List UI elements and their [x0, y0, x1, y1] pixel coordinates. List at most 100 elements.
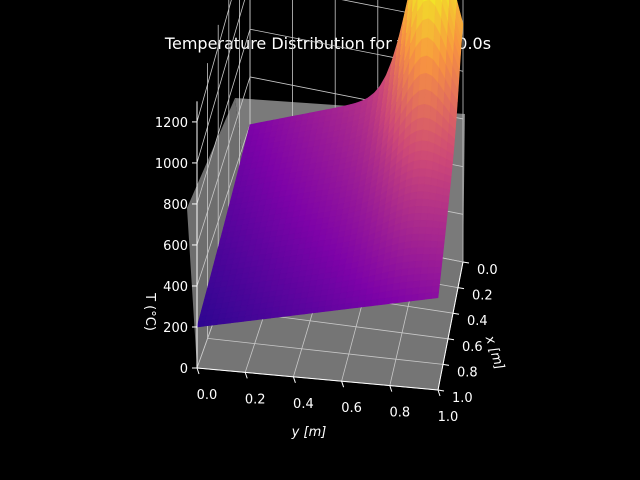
x-tick-mark — [457, 287, 465, 290]
surface-facet — [424, 167, 433, 178]
left-wall-grid-line — [196, 76, 251, 246]
surface-facet — [414, 260, 423, 268]
surface-facet — [424, 233, 433, 241]
x-tick-label: 0.2 — [472, 289, 493, 304]
left-wall-grid-line — [196, 0, 232, 123]
surface-facet — [410, 240, 419, 248]
y-tick-mark — [292, 376, 296, 383]
surface-facet — [427, 205, 436, 215]
y-axis-label: y [m] — [291, 425, 327, 440]
surface-facet — [421, 128, 430, 142]
x-tick-mark — [437, 389, 445, 392]
surface-facet — [424, 175, 432, 186]
surface-facet — [433, 266, 442, 274]
surface-facet — [438, 221, 447, 230]
surface-facet — [415, 253, 424, 262]
y-tick-label: 1.0 — [438, 410, 459, 425]
surface-facet — [400, 267, 409, 277]
z-tick-label: 0 — [180, 362, 188, 377]
surface-facet — [410, 293, 420, 302]
surface-facet — [409, 246, 418, 255]
surface-facet — [412, 226, 421, 235]
x-tick-label: 0.8 — [457, 365, 478, 380]
surface-facet — [413, 212, 422, 221]
surface-facet — [407, 0, 411, 9]
y-axis-line — [196, 367, 439, 391]
surface-facet — [416, 246, 425, 255]
x-tick-label: 0.6 — [462, 340, 483, 355]
left-wall-grid-line — [196, 29, 251, 205]
surface-facet — [418, 226, 427, 234]
surface-facet — [421, 260, 430, 268]
surface-facet — [437, 234, 446, 242]
surface-facet — [431, 226, 440, 235]
surface-facet — [406, 273, 415, 283]
surface-facet — [402, 0, 409, 25]
left-wall-grid-line — [196, 124, 251, 287]
surface-facet — [425, 226, 434, 235]
surface-facet — [421, 139, 429, 152]
surface-facet — [436, 240, 445, 249]
surface-facet — [430, 233, 439, 242]
z-tick-label: 800 — [163, 198, 188, 213]
surface-facet — [411, 286, 420, 295]
x-axis-line — [437, 261, 464, 391]
surface-facet — [399, 281, 408, 290]
x-tick-label: 1.0 — [452, 391, 473, 406]
surface-facet — [397, 294, 406, 303]
surface-facet — [422, 116, 431, 131]
surface-facet — [417, 240, 426, 248]
y-tick-mark — [389, 385, 393, 392]
left-wall-grid-line — [196, 0, 246, 164]
surface-facet — [427, 266, 436, 274]
surface-facet — [429, 246, 438, 255]
surface-facet — [417, 292, 426, 301]
surface-facet — [424, 88, 432, 106]
z-axis-label: T (°C) — [142, 292, 157, 331]
surface-facet — [416, 190, 425, 199]
surface-facet — [423, 239, 432, 248]
z-tick-label: 1000 — [155, 157, 188, 172]
surface-facet — [435, 247, 444, 255]
surface-facet — [434, 260, 443, 268]
surface-facet — [428, 253, 437, 261]
surface-facet — [421, 205, 429, 214]
surface-facet — [424, 291, 433, 300]
surface-facet — [415, 198, 424, 207]
surface-facet — [430, 291, 440, 299]
surface-facet — [420, 149, 428, 161]
surface-facet — [408, 260, 417, 269]
x-tick-label: 0.4 — [467, 314, 488, 329]
surface-facet — [418, 167, 427, 177]
x-tick-label: 0.0 — [477, 263, 498, 278]
surface-facet — [425, 279, 434, 287]
surface-facet — [432, 278, 441, 287]
y-tick-mark — [437, 389, 441, 397]
surface-facet — [417, 175, 426, 185]
surface-facet — [419, 219, 428, 228]
surface-facet — [414, 266, 423, 275]
surface-facet — [407, 267, 416, 276]
surface-facet — [425, 219, 434, 228]
z-tick-label: 600 — [163, 239, 188, 254]
surface-facet — [419, 273, 428, 281]
surface-facet — [423, 0, 429, 2]
surface-facet — [423, 183, 432, 193]
surface-facet — [456, 1, 464, 32]
surface-facet — [422, 246, 431, 255]
axes: 0.0 0.2 0.4 0.6 0.8 1.0 0.0 0.2 0.4 0.6 0.8 1.0 0 200… — [155, 101, 498, 425]
surface-facet — [423, 103, 432, 119]
surface-facet — [409, 253, 418, 262]
surface-facet — [419, 159, 428, 169]
temperature-surface — [196, 0, 464, 328]
surface-facet — [422, 253, 431, 261]
surface-facet — [406, 0, 413, 21]
surface-facet — [420, 212, 429, 221]
surface-facet — [432, 220, 441, 229]
y-tick-mark — [196, 367, 200, 375]
y-tick-mark — [244, 372, 248, 379]
y-tick-label: 0.8 — [389, 406, 410, 421]
surface-facet — [412, 280, 421, 288]
